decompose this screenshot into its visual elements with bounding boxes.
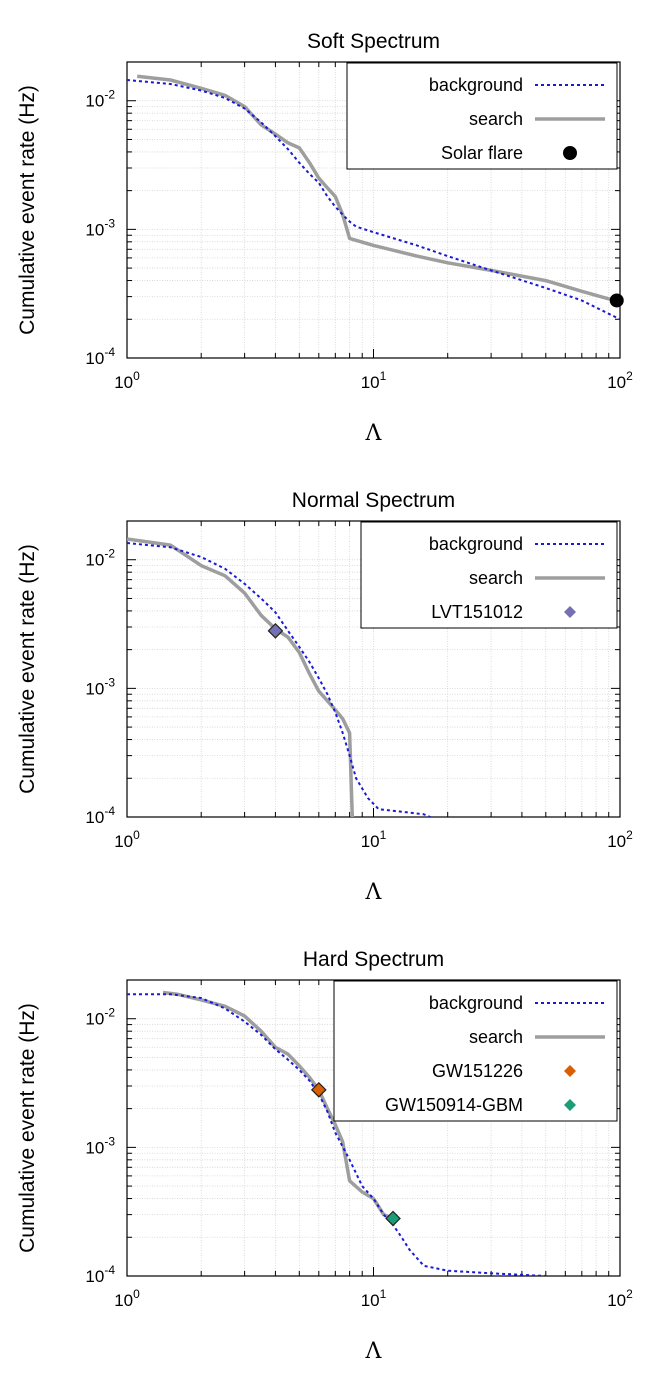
x-axis-label: Λ	[365, 421, 383, 446]
legend: background search LVT151012	[360, 521, 618, 629]
plot-frame	[126, 979, 621, 1277]
legend-label: search	[469, 1027, 523, 1047]
legend-label: GW151226	[432, 1061, 523, 1081]
x-tick-label: 101	[361, 828, 387, 851]
chart-title: Normal Spectrum	[292, 489, 455, 512]
plot-frame	[126, 520, 621, 818]
y-tick-label: 10-3	[85, 675, 115, 698]
legend: background search GW151226 GW150914-GBM	[333, 980, 618, 1122]
x-tick-label: 100	[114, 369, 140, 392]
legend-label: background	[429, 534, 523, 554]
legend-symbol	[563, 146, 577, 160]
data-point-solar-flare	[609, 293, 624, 308]
legend-label: Solar flare	[441, 143, 523, 163]
x-tick-label: 100	[114, 828, 140, 851]
x-tick-label: 102	[607, 369, 633, 392]
series-search-line	[137, 74, 615, 303]
legend-label: LVT151012	[431, 602, 523, 622]
legend-label: background	[429, 993, 523, 1013]
chart-panel-2: Normal Spectrum Cumulative event rate (Hz…	[16, 489, 633, 905]
legend-symbol	[564, 1099, 576, 1111]
y-tick-label: 10-4	[85, 345, 115, 368]
y-tick-label: 10-3	[85, 216, 115, 239]
series-search-line	[162, 990, 394, 1221]
x-tick-label: 100	[114, 1287, 140, 1310]
chart-title: Hard Spectrum	[303, 948, 444, 971]
x-axis-label: Λ	[365, 880, 383, 905]
y-tick-label: 10-4	[85, 1263, 115, 1286]
legend-label: search	[469, 109, 523, 129]
series-background-line	[127, 79, 620, 321]
series-markers	[609, 293, 624, 308]
y-tick-label: 10-3	[85, 1134, 115, 1157]
x-tick-label: 101	[361, 369, 387, 392]
series-markers	[310, 1081, 401, 1227]
chart-panel-3: Hard Spectrum Cumulative event rate (Hz) Λ…	[16, 948, 633, 1364]
chart-panel-1: Soft Spectrum Cumulative event rate (Hz) Λ…	[16, 30, 633, 446]
data-point-lvt151012	[267, 622, 284, 639]
y-axis-label: Cumulative event rate (Hz)	[16, 544, 39, 794]
series-lines	[127, 537, 431, 817]
y-tick-label: 10-2	[85, 88, 115, 111]
y-tick-label: 10-2	[85, 547, 115, 570]
legend-label: background	[429, 75, 523, 95]
legend-box	[333, 980, 618, 1122]
series-markers	[267, 622, 284, 639]
y-tick-label: 10-2	[85, 1006, 115, 1029]
y-axis-label: Cumulative event rate (Hz)	[16, 1003, 39, 1253]
x-tick-label: 102	[607, 1287, 633, 1310]
y-tick-label: 10-4	[85, 804, 115, 827]
data-point-gw151226	[310, 1081, 327, 1098]
data-point-gw150914-gbm	[385, 1210, 401, 1227]
series-lines	[127, 990, 546, 1276]
legend-symbol	[564, 606, 576, 618]
legend-label: GW150914-GBM	[385, 1095, 523, 1115]
series-search-line	[127, 537, 355, 817]
y-axis-label: Cumulative event rate (Hz)	[16, 85, 39, 335]
x-tick-label: 101	[361, 1287, 387, 1310]
legend: background search Solar flare	[346, 62, 618, 170]
chart-title: Soft Spectrum	[307, 30, 440, 53]
series-background-line	[127, 993, 546, 1276]
legend-label: search	[469, 568, 523, 588]
x-axis-label: Λ	[365, 1339, 383, 1364]
series-background-line	[127, 542, 431, 817]
plot-frame	[126, 61, 621, 359]
series-lines	[127, 74, 620, 321]
legend-symbol	[564, 1065, 576, 1077]
x-tick-label: 102	[607, 828, 633, 851]
